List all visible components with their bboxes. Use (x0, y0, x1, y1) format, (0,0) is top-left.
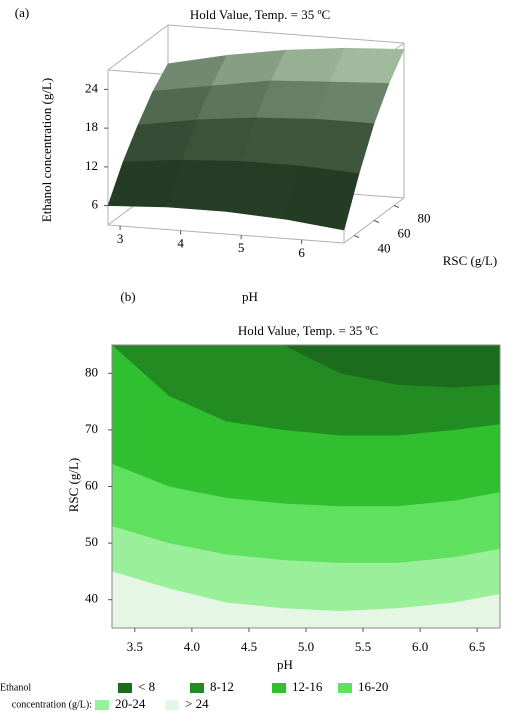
x-tick-label: 4.0 (184, 639, 200, 654)
legend-label: 16-20 (358, 679, 388, 694)
y-tick-label: 50 (85, 534, 98, 549)
contour-region (283, 345, 500, 388)
box-edge (107, 224, 345, 244)
y-tick (373, 220, 380, 223)
legend-swatch (95, 700, 109, 710)
x-tick-label: 5.0 (298, 639, 314, 654)
legend-title: Ethanol (0, 682, 31, 693)
y-tick-label: 70 (85, 421, 98, 436)
y-tick (353, 235, 360, 238)
x-tick-label: 5 (238, 240, 245, 255)
panel-label: (b) (120, 289, 135, 304)
box-edge (107, 24, 169, 71)
y-tick-label: 60 (85, 477, 98, 492)
legend-label: < 8 (138, 679, 155, 694)
y-tick-label: 40 (85, 591, 98, 606)
x-tick-label: 5.5 (355, 639, 371, 654)
y-axis-label: RSC (g/L) (443, 253, 498, 268)
box-edge (167, 24, 405, 44)
y-tick-label: 40 (378, 240, 391, 255)
panel-label: (a) (15, 5, 29, 20)
y-axis-label: RSC (g/L) (66, 458, 81, 513)
chart-title: Hold Value, Temp. = 35 ºC (190, 7, 330, 22)
z-tick-label: 24 (85, 80, 99, 95)
x-tick-label: 4 (177, 236, 184, 251)
x-tick-label: 3 (117, 231, 124, 246)
legend-swatch (190, 683, 204, 693)
legend-label: 8-12 (210, 679, 234, 694)
x-tick-label: 3.5 (127, 639, 143, 654)
x-axis-label: pH (242, 289, 258, 304)
legend-label: 12-16 (292, 679, 323, 694)
y-tick-label: 60 (398, 225, 411, 240)
chart-title: Hold Value, Temp. = 35 ºC (238, 323, 378, 338)
legend-title: concentration (g/L): (12, 699, 92, 710)
legend-label: 20-24 (115, 696, 146, 711)
legend-swatch (165, 700, 179, 710)
legend-swatch (272, 683, 286, 693)
x-tick-label: 6.0 (412, 639, 428, 654)
surface-patch (284, 165, 360, 231)
x-tick-label: 6 (298, 245, 305, 260)
z-axis-label: Ethanol concentration (g/L) (39, 78, 54, 222)
x-tick-label: 6.5 (469, 639, 485, 654)
legend-swatch (338, 683, 352, 693)
y-tick (393, 205, 400, 208)
x-axis-label: pH (277, 657, 293, 672)
legend-label: > 24 (185, 696, 209, 711)
x-tick-label: 4.5 (241, 639, 257, 654)
z-tick-label: 6 (92, 197, 99, 212)
y-tick-label: 80 (85, 364, 98, 379)
z-tick-label: 18 (85, 119, 98, 134)
z-tick-label: 12 (85, 158, 98, 173)
y-tick-label: 80 (418, 210, 431, 225)
legend-swatch (118, 683, 132, 693)
